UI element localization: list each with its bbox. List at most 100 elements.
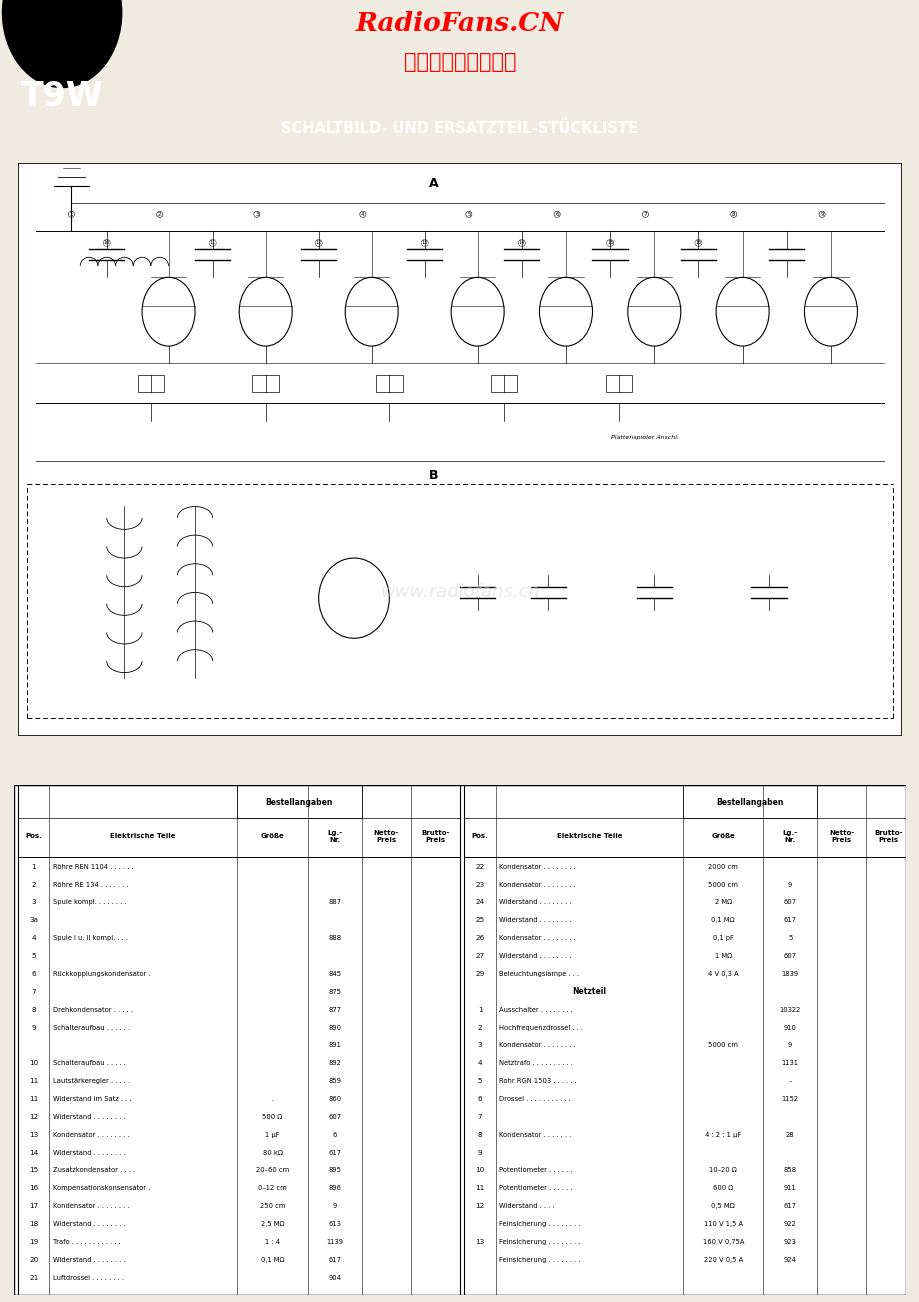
Text: 3a: 3a: [29, 918, 39, 923]
Text: 27: 27: [475, 953, 484, 960]
Text: 10: 10: [104, 241, 109, 246]
Text: Bestellangaben: Bestellangaben: [716, 798, 783, 807]
Text: 7: 7: [477, 1113, 482, 1120]
Text: 12: 12: [315, 241, 322, 246]
Text: 2000 cm: 2000 cm: [708, 863, 737, 870]
Text: 860: 860: [328, 1096, 341, 1101]
Text: 15: 15: [29, 1168, 39, 1173]
Text: Widerstand . . . . . . . .: Widerstand . . . . . . . .: [53, 1113, 125, 1120]
Text: 5: 5: [31, 953, 36, 960]
Text: Brutto-
Preis: Brutto- Preis: [873, 829, 902, 842]
Text: 607: 607: [783, 953, 796, 960]
Text: 220 V 0,5 A: 220 V 0,5 A: [703, 1256, 742, 1263]
Text: 910: 910: [783, 1025, 796, 1031]
Text: 617: 617: [328, 1256, 341, 1263]
Text: 4: 4: [477, 1060, 482, 1066]
Text: Größe: Größe: [710, 833, 734, 840]
Text: 3: 3: [31, 900, 36, 905]
Text: 收音机爱好者资料库: 收音机爱好者资料库: [403, 52, 516, 72]
Text: 9: 9: [820, 212, 823, 217]
Text: 21: 21: [29, 1275, 39, 1281]
Text: SCHALTBILD- UND ERSATZTEIL-STÜCKLISTE: SCHALTBILD- UND ERSATZTEIL-STÜCKLISTE: [281, 121, 638, 135]
Text: 14: 14: [29, 1150, 39, 1156]
Text: 888: 888: [328, 935, 341, 941]
Text: Netto-
Preis: Netto- Preis: [373, 829, 399, 842]
Text: 5: 5: [788, 935, 791, 941]
Text: 5000 cm: 5000 cm: [708, 1043, 737, 1048]
Text: 1 MΩ: 1 MΩ: [714, 953, 732, 960]
Text: 6: 6: [333, 1131, 337, 1138]
Text: 13: 13: [475, 1240, 484, 1245]
Text: Drehkondensator . . . . .: Drehkondensator . . . . .: [53, 1006, 133, 1013]
Text: 1152: 1152: [781, 1096, 798, 1101]
Text: 924: 924: [783, 1256, 796, 1263]
Text: Trafo . . . . . . . . . . . .: Trafo . . . . . . . . . . . .: [53, 1240, 120, 1245]
Text: 6: 6: [477, 1096, 482, 1101]
Text: Elektrische Teile: Elektrische Teile: [110, 833, 176, 840]
Text: Widerstand . . . . . . . .: Widerstand . . . . . . . .: [53, 1221, 125, 1226]
Bar: [138, 375, 164, 392]
Text: 2 MΩ: 2 MΩ: [714, 900, 732, 905]
Text: Rückkopplungskondensator .: Rückkopplungskondensator .: [53, 971, 151, 976]
Text: Rohr RGN 1503 . . . . . .: Rohr RGN 1503 . . . . . .: [499, 1078, 576, 1085]
Text: 904: 904: [328, 1275, 341, 1281]
Text: 29: 29: [475, 971, 484, 976]
Text: 15: 15: [607, 241, 613, 246]
Text: Widerstand . . . . . . . .: Widerstand . . . . . . . .: [499, 918, 571, 923]
Text: 23: 23: [475, 881, 484, 888]
Text: 613: 613: [328, 1221, 341, 1226]
Text: A: A: [428, 177, 437, 190]
Text: 922: 922: [783, 1221, 796, 1226]
Text: 250 cm: 250 cm: [259, 1203, 285, 1210]
Text: 875: 875: [328, 988, 341, 995]
Text: 2,5 MΩ: 2,5 MΩ: [260, 1221, 284, 1226]
Text: 10322: 10322: [778, 1006, 800, 1013]
Text: Schalteraufbau . . . . . .: Schalteraufbau . . . . . .: [53, 1025, 130, 1031]
Text: Zusatzkondensator . . . .: Zusatzkondensator . . . .: [53, 1168, 135, 1173]
Text: 4 : 2 : 1 μF: 4 : 2 : 1 μF: [704, 1131, 741, 1138]
Text: 20–60 cm: 20–60 cm: [255, 1168, 289, 1173]
Text: 0–12 cm: 0–12 cm: [258, 1185, 287, 1191]
Text: Röhre RE 134 . . . . . . .: Röhre RE 134 . . . . . . .: [53, 881, 129, 888]
Text: Schalteraufbau . . . . .: Schalteraufbau . . . . .: [53, 1060, 126, 1066]
Text: 10: 10: [475, 1168, 484, 1173]
Text: Feinsicherung . . . . . . . .: Feinsicherung . . . . . . . .: [499, 1221, 580, 1226]
Text: Kompensationskonsensator .: Kompensationskonsensator .: [53, 1185, 151, 1191]
Text: 9: 9: [788, 1043, 791, 1048]
Text: 617: 617: [328, 1150, 341, 1156]
Text: Größe: Größe: [260, 833, 284, 840]
Text: 600 Ω: 600 Ω: [712, 1185, 732, 1191]
Text: 0,1 MΩ: 0,1 MΩ: [260, 1256, 284, 1263]
Text: 891: 891: [328, 1043, 341, 1048]
Text: 845: 845: [328, 971, 341, 976]
Text: 0,5 MΩ: 0,5 MΩ: [710, 1203, 734, 1210]
Text: 9: 9: [333, 1203, 337, 1210]
Circle shape: [3, 0, 121, 87]
Text: 1: 1: [31, 863, 36, 870]
Text: 3: 3: [255, 212, 258, 217]
Text: 2: 2: [158, 212, 162, 217]
Text: 80 kΩ: 80 kΩ: [262, 1150, 282, 1156]
Text: 4: 4: [31, 935, 36, 941]
Text: Hochfrequenzdrossel . . .: Hochfrequenzdrossel . . .: [499, 1025, 583, 1031]
Text: 0,1 pF: 0,1 pF: [712, 935, 732, 941]
Text: Widerstand im Satz . . .: Widerstand im Satz . . .: [53, 1096, 131, 1101]
Text: RadioFans.CN: RadioFans.CN: [356, 12, 563, 36]
Text: 8: 8: [477, 1131, 482, 1138]
Text: Kondensator . . . . . . . .: Kondensator . . . . . . . .: [499, 863, 575, 870]
Text: Widerstand . . . . . . . .: Widerstand . . . . . . . .: [499, 953, 571, 960]
Text: 607: 607: [328, 1113, 341, 1120]
Text: 17: 17: [29, 1203, 39, 1210]
Text: 3: 3: [477, 1043, 482, 1048]
Text: www.radiofans.cn: www.radiofans.cn: [380, 583, 539, 602]
Text: 859: 859: [328, 1078, 341, 1085]
Text: 10–20 Ω: 10–20 Ω: [709, 1168, 736, 1173]
Text: 858: 858: [783, 1168, 796, 1173]
Text: 500 Ω: 500 Ω: [262, 1113, 282, 1120]
Text: 1139: 1139: [326, 1240, 343, 1245]
Text: Plattenspieler Anschl.: Plattenspieler Anschl.: [611, 435, 679, 440]
Text: 4: 4: [360, 212, 364, 217]
Text: Netzteil: Netzteil: [572, 987, 606, 996]
Text: 9: 9: [477, 1150, 482, 1156]
Text: 11: 11: [29, 1078, 39, 1085]
